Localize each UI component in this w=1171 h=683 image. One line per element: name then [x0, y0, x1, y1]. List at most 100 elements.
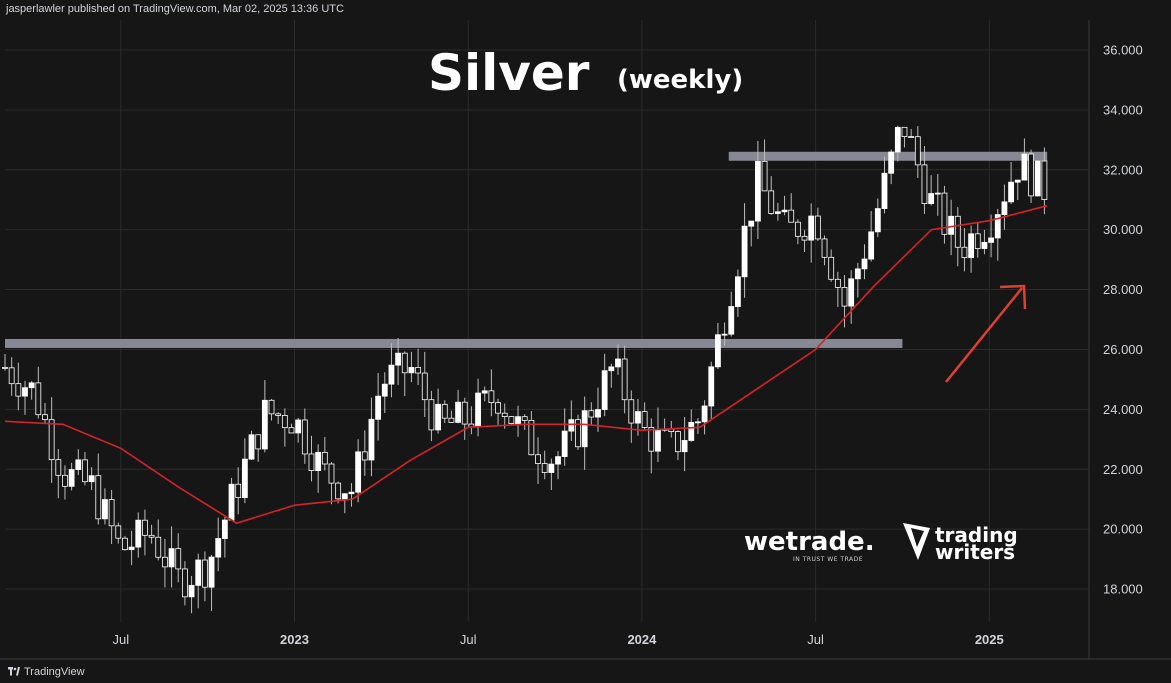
candle-body-bull — [548, 463, 555, 473]
candle-body-bear — [488, 390, 495, 404]
candle-body-bull — [368, 418, 375, 461]
candle-body-bear — [521, 416, 528, 421]
candle-body-bear — [122, 537, 128, 551]
candle-body-bear — [908, 136, 915, 138]
candle-body-bear — [428, 399, 435, 431]
candle-body-bear — [448, 417, 455, 423]
candle-body-bull — [248, 434, 255, 460]
tradingview-brand: TradingView — [24, 666, 85, 678]
candle-body-bull — [681, 440, 688, 453]
resistance-level-band — [728, 151, 1048, 161]
candle-body-bear — [461, 401, 468, 425]
candle-body-bear — [954, 215, 961, 248]
candle-body-bull — [934, 192, 941, 195]
chart-title: Silver — [428, 44, 590, 102]
header-bar: jasperlawler published on TradingView.co… — [0, 0, 1171, 20]
candle-body-bear — [821, 238, 828, 258]
candle-body-bear — [961, 246, 968, 259]
candle-body-bull — [75, 459, 82, 470]
candle-body-bear — [828, 256, 835, 280]
candle-body-bull — [848, 278, 855, 307]
candle-body-bear — [301, 419, 308, 455]
candle-body-bear — [321, 451, 328, 465]
candle-body-bear — [1028, 153, 1034, 197]
candle-body-bull — [988, 237, 994, 243]
candle-body-bear — [675, 431, 681, 453]
candle-body-bull — [874, 208, 881, 233]
wetrade-logo: wetrade. IN TRUST WE TRADE — [744, 527, 875, 563]
footer-bar — [0, 660, 1171, 683]
candle-body-bull — [701, 405, 708, 423]
resistance-levels — [5, 151, 1048, 348]
candle-body-bear — [901, 126, 908, 137]
price-tick-label: 30.000 — [1103, 222, 1143, 237]
candle-body-bull — [1001, 201, 1008, 215]
candle-body-bull — [968, 233, 975, 259]
uptrend-arrow — [945, 284, 1027, 383]
candle-body-bull — [341, 493, 348, 500]
candle-body-bear — [914, 136, 921, 166]
candle-body-bull — [655, 429, 661, 452]
price-axis[interactable]: 18.000 20.000 22.000 24.000 26.000 28.000 30.0… — [1103, 42, 1143, 596]
candle-body-bull — [381, 383, 388, 397]
time-axis[interactable]: Jul 2023 Jul 2024 Jul 2025 — [112, 632, 1003, 647]
price-tick-label: 20.000 — [1103, 522, 1143, 537]
candle-body-bear — [335, 482, 342, 500]
candle-body-bull — [861, 258, 868, 270]
candle-body-bear — [575, 419, 581, 448]
candle-body-bear — [201, 559, 208, 588]
price-tick-label: 26.000 — [1103, 342, 1143, 357]
candle-body-bear — [421, 372, 428, 401]
trading-writers-line1: trading — [935, 523, 1018, 547]
candle-body-bull — [395, 352, 402, 366]
candle-body-bull — [435, 403, 441, 431]
candle-body-bear — [441, 403, 448, 419]
time-tick-label: Jul — [460, 632, 477, 647]
candle-body-bear — [648, 426, 655, 452]
candle-body-bull — [581, 410, 588, 448]
candle-body-bull — [981, 241, 988, 249]
candle-body-bear — [181, 568, 188, 598]
candle-body-bear — [768, 190, 775, 214]
candle-body-bear — [761, 160, 768, 192]
candle-body-bull — [68, 469, 75, 487]
candle-body-bull — [102, 499, 108, 520]
candle-body-bull — [228, 483, 235, 521]
candle-body-bull — [688, 421, 695, 441]
trading-writers-line2: writers — [935, 540, 1015, 564]
candle-body-bull — [128, 546, 135, 551]
chart-subtitle: (weekly) — [617, 65, 743, 95]
time-tick-label: 2025 — [975, 632, 1004, 647]
candle-body-bull — [515, 416, 521, 424]
candle-body-bull — [868, 231, 875, 260]
candle-body-bull — [708, 366, 715, 407]
price-tick-label: 22.000 — [1103, 462, 1143, 477]
candle-body-bull — [928, 193, 935, 205]
candle-body-bull — [1008, 181, 1014, 203]
candle-body-bull — [635, 411, 641, 424]
candle-body-bear — [162, 556, 168, 568]
candle-body-bear — [974, 233, 981, 249]
candle-body-bear — [82, 459, 88, 483]
candle-body-bear — [834, 278, 841, 288]
candle-body-bull — [595, 409, 601, 418]
candle-body-bear — [621, 358, 628, 401]
candle-body-bull — [608, 366, 615, 372]
time-tick-label: Jul — [112, 632, 129, 647]
price-tick-label: 36.000 — [1103, 42, 1143, 57]
candle-body-bear — [501, 412, 508, 417]
candle-body-bull — [315, 451, 322, 471]
candle-body-bear — [62, 474, 68, 487]
candle-body-bull — [455, 401, 461, 423]
chart-title-group: Silver (weekly) — [428, 44, 743, 102]
candle-body-bear — [48, 419, 55, 461]
candle-body-bull — [215, 538, 222, 558]
candlestick-series — [2, 125, 1048, 614]
candle-body-bull — [741, 225, 748, 278]
candle-body-bull — [555, 456, 561, 465]
candle-body-bull — [481, 390, 488, 394]
price-tick-label: 32.000 — [1103, 162, 1143, 177]
candle-body-bear — [415, 367, 421, 374]
time-tick-label: Jul — [807, 632, 824, 647]
